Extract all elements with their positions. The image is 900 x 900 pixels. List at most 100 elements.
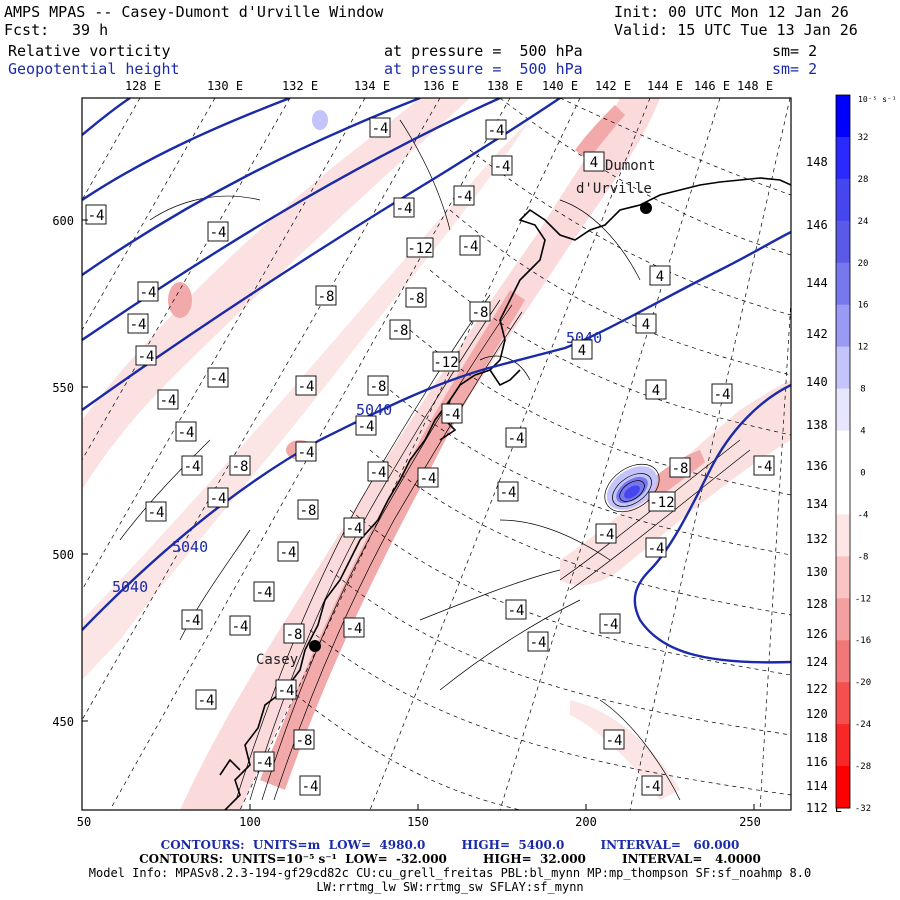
vorticity-label: -4 xyxy=(599,613,621,634)
height-label: 5040 xyxy=(172,538,208,556)
colorbar-border xyxy=(835,94,851,809)
colorbar-tick-label: -32 xyxy=(855,804,871,814)
vorticity-label: -4 xyxy=(505,427,527,448)
vorticity-label: -4 xyxy=(711,383,733,404)
station-dumont-durville[interactable]: Dumont d'Urville xyxy=(576,158,656,214)
height-label: 5040 xyxy=(112,578,148,596)
forecast-label: Fcst: xyxy=(4,21,50,39)
colorbar-tick-label: -4 xyxy=(858,510,869,520)
svg-text:4: 4 xyxy=(652,383,660,399)
x-tick-label: 150 xyxy=(407,815,429,829)
vorticity-label: -4 xyxy=(135,345,157,366)
svg-text:-8: -8 xyxy=(408,291,425,307)
colorbar-swatch xyxy=(836,346,850,390)
vorticity-label: -4 xyxy=(603,729,625,750)
longitude-label: 142 E xyxy=(595,79,631,93)
svg-text:-4: -4 xyxy=(346,621,363,637)
longitude-label: 148 E xyxy=(806,155,842,169)
vorticity-label: -8 xyxy=(315,285,337,306)
svg-text:-4: -4 xyxy=(648,541,665,557)
vorticity-label: -8 xyxy=(297,499,319,520)
longitude-label: 124 E xyxy=(806,655,842,669)
station-casey[interactable]: Casey xyxy=(256,640,321,668)
longitude-label: 140 E xyxy=(806,375,842,389)
vorticity-label: -4 xyxy=(459,235,481,256)
height-labels: 5040 5040 5040 5040 xyxy=(112,329,602,596)
field2-name: Geopotential height xyxy=(8,60,180,78)
svg-text:-4: -4 xyxy=(346,521,363,537)
svg-text:-4: -4 xyxy=(278,683,295,699)
station-marker xyxy=(309,640,321,652)
footer-model-info-2: LW:rrtmg_lw SW:rrtmg_sw SFLAY:sf_mynn xyxy=(316,880,584,894)
longitude-label: 140 E xyxy=(542,79,578,93)
station-marker xyxy=(640,202,652,214)
vorticity-label: -4 xyxy=(85,204,107,225)
svg-text:-4: -4 xyxy=(256,755,273,771)
svg-text:-12: -12 xyxy=(433,355,458,371)
vorticity-label: -4 xyxy=(175,421,197,442)
svg-text:-4: -4 xyxy=(88,208,105,224)
longitude-label: 112 E xyxy=(806,801,842,815)
svg-text:-8: -8 xyxy=(472,305,489,321)
vorticity-labels: -4-4-4-4-4-4-4-8 -8-12-8-4-4-4-4-4-8-4-4-… xyxy=(85,117,775,796)
svg-text:-4: -4 xyxy=(598,527,615,543)
footer-height-contours: CONTOURS: UNITS=m LOW= 4980.0 xyxy=(160,838,426,852)
svg-text:-4: -4 xyxy=(488,123,505,139)
x-tick-label: 200 xyxy=(575,815,597,829)
colorbar-swatch xyxy=(836,514,850,557)
vorticity-label: 4 xyxy=(571,339,593,360)
svg-text:-4: -4 xyxy=(508,603,525,619)
station-label: d'Urville xyxy=(576,181,652,197)
vorticity-label: -4 xyxy=(277,541,299,562)
vorticity-label: -12 xyxy=(406,237,434,258)
vorticity-label: -4 xyxy=(753,455,775,476)
vorticity-label: -4 xyxy=(275,679,297,700)
footer-line1: CONTOURS: UNITS=m LOW= 4980.0 HIGH= 5400… xyxy=(0,838,900,852)
init-time: Init: 00 UTC Mon 12 Jan 26 xyxy=(614,3,849,21)
colorbar-swatch xyxy=(836,766,850,809)
colorbar-tick-label: -16 xyxy=(855,636,871,646)
colorbar-swatch xyxy=(836,472,850,515)
svg-text:4: 4 xyxy=(590,155,598,171)
colorbar-tick-label: 12 xyxy=(858,343,869,353)
vorticity-label: -8 xyxy=(229,455,251,476)
x-tick-labels: 50 100 150 200 250 xyxy=(77,815,761,829)
vorticity-label: 4 xyxy=(635,313,657,334)
longitude-label: 122 E xyxy=(806,682,842,696)
svg-text:-4: -4 xyxy=(508,431,525,447)
colorbar-unit: 10⁻⁵ s⁻¹ xyxy=(858,95,897,104)
vorticity-label: -4 xyxy=(491,155,513,176)
longitude-label: 128 E xyxy=(125,79,161,93)
colorbar-tick-label: -12 xyxy=(855,594,871,604)
svg-text:-8: -8 xyxy=(300,503,317,519)
vorticity-label: 4 xyxy=(649,265,671,286)
svg-text:-4: -4 xyxy=(160,393,177,409)
axis-ticks xyxy=(81,219,755,810)
footer-line2: CONTOURS: UNITS=10⁻⁵ s⁻¹ LOW= -32.000 HI… xyxy=(0,852,900,866)
vorticity-label: -8 xyxy=(389,319,411,340)
forecast-hour: 39 h xyxy=(72,21,109,39)
colorbar-tick-label: 28 xyxy=(858,175,869,185)
footer-model-info: Model Info: MPASv8.2.3-194-gf29cd82c CU:… xyxy=(88,866,812,880)
vorticity-label: -4 xyxy=(181,609,203,630)
svg-text:-4: -4 xyxy=(178,425,195,441)
vorticity-label: 4 xyxy=(645,379,667,400)
colorbar-tick-label: 20 xyxy=(858,259,869,269)
svg-text:-8: -8 xyxy=(296,733,313,749)
plot-title: AMPS MPAS -- Casey-Dumont d'Urville Wind… xyxy=(4,3,384,21)
colorbar-swatch xyxy=(836,556,850,599)
svg-text:-4: -4 xyxy=(756,459,773,475)
vorticity-label: -8 xyxy=(293,729,315,750)
longitude-right-labels: 148 E 146 E 144 E 142 E 140 E 138 E 136 E 134 E… xyxy=(806,155,842,815)
svg-text:-4: -4 xyxy=(530,635,547,651)
vorticity-label: -4 xyxy=(127,313,149,334)
longitude-label: 120 E xyxy=(806,707,842,721)
svg-text:-4: -4 xyxy=(500,485,517,501)
x-tick-label: 100 xyxy=(239,815,261,829)
station-label: Casey xyxy=(256,652,298,668)
colorbar: 32 28 24 20 16 12 8 4 0 -4 -8 -12 -16 -20 -24 -28 -32 xyxy=(835,94,871,814)
svg-text:4: 4 xyxy=(656,269,664,285)
svg-text:-4: -4 xyxy=(256,585,273,601)
footer-vorticity-interval: INTERVAL= 4.0000 xyxy=(622,852,761,866)
